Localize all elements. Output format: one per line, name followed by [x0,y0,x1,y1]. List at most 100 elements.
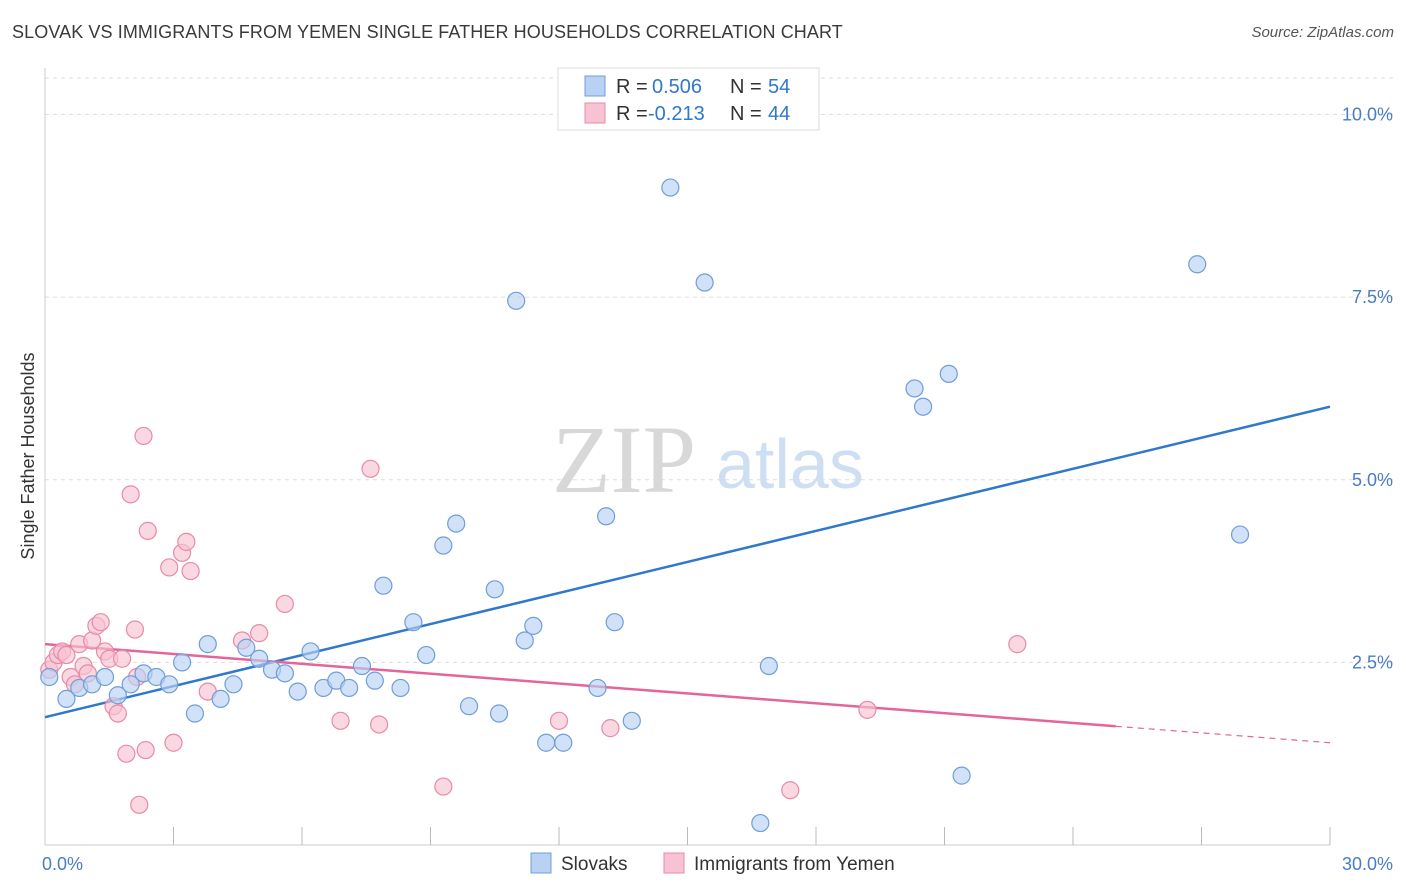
data-point-pink [549,711,569,730]
bottom-legend-label-yemen: Immigrants from Yemen [694,854,895,875]
data-point-blue [952,766,971,785]
legend-swatch-pink [584,102,606,124]
chart-source: Source: ZipAtlas.com [1251,24,1394,41]
data-point-pink [434,777,453,796]
data-point-blue [1188,255,1207,274]
data-point-blue [751,813,770,833]
bottom-legend: Slovaks Immigrants from Yemen [530,852,895,875]
data-point-blue [905,379,924,398]
x-tick-label: 30.0% [1342,854,1393,874]
data-point-blue [913,397,933,416]
legend-n-label-2: N = [730,103,762,125]
data-point-blue [1230,525,1250,544]
data-point-blue [489,704,509,723]
y-tick-label: 10.0% [1342,105,1393,125]
data-point-blue [417,645,436,665]
data-point-blue [459,697,479,716]
data-point-blue [597,507,616,526]
data-point-blue [588,678,607,698]
data-point-blue [434,536,453,555]
data-point-pink [125,620,145,639]
data-point-blue [515,631,534,650]
data-point-pink [57,645,76,665]
data-point-blue [340,678,359,698]
legend-r-value-2: -0.213 [648,103,705,125]
data-point-pink [181,561,200,581]
watermark-zip: ZIP [552,406,696,513]
data-point-blue [198,635,217,654]
data-point-pink [361,459,380,478]
bottom-legend-swatch-blue [530,852,552,874]
data-point-blue [275,664,294,683]
legend-box: R = 0.506 N = 54 R = -0.213 N = 44 [557,67,820,131]
data-point-blue [224,675,243,694]
y-axis-label: Single Father Households [18,352,38,559]
legend-n-value-2: 44 [768,103,790,125]
data-point-pink [121,485,140,504]
data-point-blue [108,686,127,705]
data-point-pink [130,795,149,814]
data-point-pink [160,558,179,577]
gridlines [45,77,1395,663]
data-point-pink [781,781,800,800]
data-point-pink [164,733,183,752]
data-point-pink [1008,635,1027,654]
y-tick-label: 2.5% [1352,652,1393,672]
data-point-blue [237,638,256,657]
data-point-blue [57,689,76,709]
data-point-pink [138,521,157,540]
data-point-blue [759,656,778,676]
data-point-blue [352,656,372,676]
x-tick-label: 0.0% [42,854,83,874]
watermark-atlas: atlas [716,425,864,503]
data-point-blue [374,576,393,595]
data-point-pink [177,532,196,551]
data-point-pink [112,649,132,668]
data-point-blue [524,616,543,635]
data-point-pink [250,624,269,643]
y-tick-label: 5.0% [1352,470,1393,490]
trend-line-pink [44,642,1116,728]
data-point-blue [301,642,320,661]
data-point-pink [117,744,136,763]
legend-swatch-blue [584,75,606,97]
data-point-blue [622,711,641,730]
legend-n-value-1: 54 [768,76,790,98]
data-point-pink [134,426,153,446]
data-point-blue [40,667,59,687]
data-point-pink [136,740,155,760]
data-point-blue [288,682,307,701]
data-point-blue [185,704,205,723]
data-point-pink [91,613,110,632]
y-tick-label: 7.5% [1352,287,1393,307]
data-point-pink [275,594,294,614]
data-point-blue [605,613,624,632]
data-point-blue [661,178,680,197]
data-point-pink [108,704,127,723]
data-point-blue [250,649,269,668]
data-point-blue [554,733,573,752]
legend-r-value-1: 0.506 [652,76,702,98]
data-point-blue [365,671,384,690]
data-point-blue [121,675,140,694]
legend-r-label-2: R = [616,103,648,125]
chart-title: SLOVAK VS IMMIGRANTS FROM YEMEN SINGLE F… [12,22,843,42]
data-point-pink [601,719,620,738]
data-point-blue [507,291,526,310]
axes [44,68,1331,846]
data-point-pink [331,711,350,730]
legend-r-label-1: R = [616,76,648,98]
data-point-blue [404,613,423,632]
watermark: ZIP atlas [552,406,864,513]
legend-n-label-1: N = [730,76,762,98]
data-point-blue [447,514,466,533]
data-point-blue [172,653,192,672]
data-point-blue [391,678,410,698]
trend-line-pink-dashed [1115,725,1331,744]
data-point-blue [695,273,714,292]
bottom-legend-swatch-pink [663,852,685,874]
bottom-legend-label-slovaks: Slovaks [561,854,628,875]
data-point-blue [95,667,115,687]
data-point-pink [370,715,389,734]
